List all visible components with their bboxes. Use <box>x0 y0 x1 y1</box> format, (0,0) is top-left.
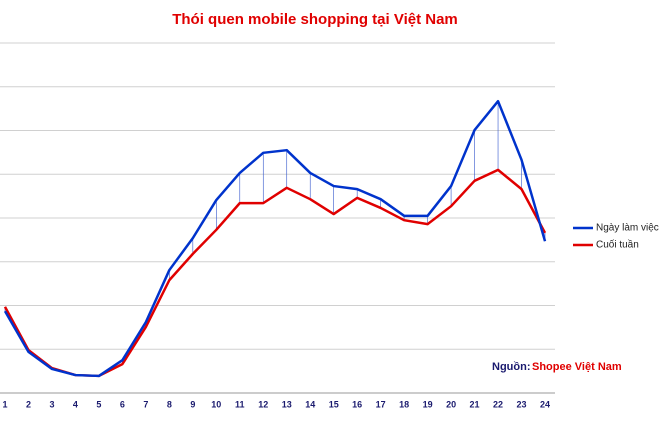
x-tick-label: 6 <box>120 399 125 409</box>
x-tick-label: 15 <box>329 399 339 409</box>
legend-label: Ngày làm việc <box>596 223 659 234</box>
x-tick-label: 13 <box>282 399 292 409</box>
series-line <box>3 99 547 378</box>
x-tick-label: 8 <box>167 399 172 409</box>
x-tick-label: 16 <box>352 399 362 409</box>
source: Shopee Việt Nam <box>532 361 622 373</box>
x-tick-label: 19 <box>423 399 433 409</box>
x-tick-label: 12 <box>258 399 268 409</box>
x-tick-label: 14 <box>305 399 315 409</box>
x-tick-label: 2 <box>26 399 31 409</box>
x-tick-label: 1 <box>2 399 7 409</box>
x-tick-label: 22 <box>493 399 503 409</box>
x-tick-label: 21 <box>470 399 480 409</box>
x-tick-label: 20 <box>446 399 456 409</box>
x-tick-label: 7 <box>143 399 148 409</box>
x-tick-label: 24 <box>540 399 550 409</box>
x-tick-label: 10 <box>211 399 221 409</box>
chart-title: Thói quen mobile shopping tại Việt Nam <box>172 11 458 28</box>
x-tick-label: 9 <box>190 399 195 409</box>
x-tick-label: 4 <box>73 399 78 409</box>
series-line <box>3 168 547 378</box>
x-tick-label: 17 <box>376 399 386 409</box>
x-tick-label: 11 <box>235 399 245 409</box>
source-label: Nguồn: <box>492 361 530 373</box>
x-tick-label: 3 <box>49 399 54 409</box>
x-tick-label: 18 <box>399 399 409 409</box>
legend-label: Cuối tuần <box>596 239 639 251</box>
x-tick-label: 5 <box>96 399 101 409</box>
x-tick-label: 23 <box>517 399 527 409</box>
